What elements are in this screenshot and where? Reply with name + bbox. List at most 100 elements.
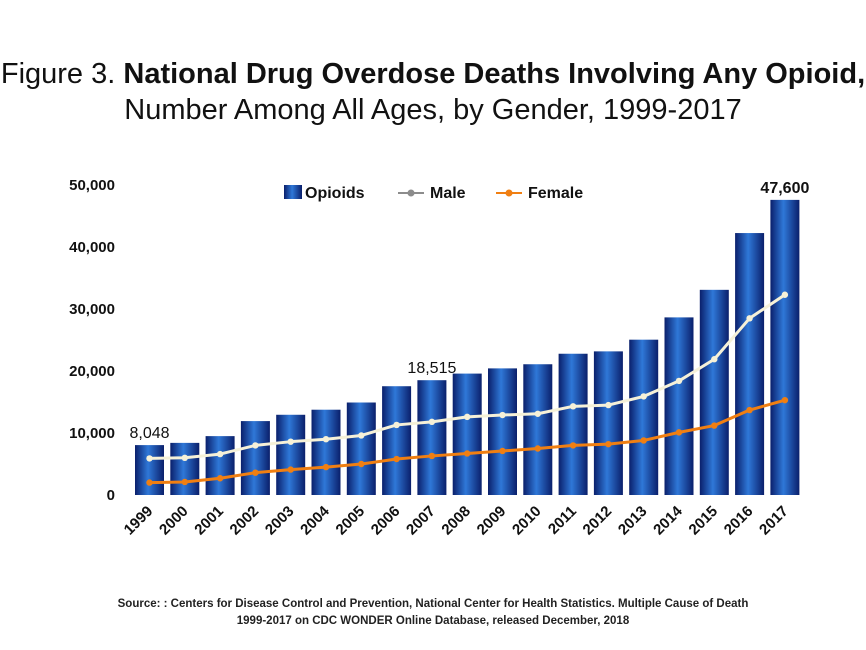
male-point-2006 [393, 421, 400, 429]
bar-2013 [629, 339, 659, 495]
male-point-2004 [322, 436, 330, 443]
female-point-2009 [499, 447, 506, 455]
male-point-2011 [569, 403, 577, 410]
female-point-2001 [216, 475, 224, 482]
bar-2005 [346, 402, 376, 495]
legend: Opioids Male Female [284, 185, 583, 202]
y-tick-label: 50,000 [69, 177, 115, 194]
female-point-2007 [428, 452, 436, 460]
male-point-2003 [287, 438, 294, 445]
male-point-2002 [252, 442, 259, 449]
male-point-1999 [146, 455, 153, 462]
legend-label-opioids: Opioids [305, 185, 365, 202]
title-main: National Drug Overdose Deaths Involving … [123, 58, 866, 90]
y-tick-label: 0 [107, 487, 115, 504]
x-tick-label-2002: 2002 [227, 503, 263, 539]
bar-2003 [276, 414, 306, 495]
male-point-2001 [216, 450, 224, 458]
chart-title: Figure 3. National Drug Overdose Deaths … [0, 56, 866, 128]
male-point-2016 [746, 315, 753, 322]
female-point-2013 [640, 437, 647, 444]
male-point-2014 [675, 377, 683, 385]
x-tick-label-2001: 2001 [191, 503, 227, 539]
x-tick-label-2006: 2006 [368, 503, 404, 539]
female-point-2010 [534, 445, 541, 452]
x-tick-label-2010: 2010 [509, 503, 545, 539]
female-point-2000 [181, 478, 188, 486]
y-tick-label: 30,000 [69, 301, 115, 318]
bar-2017 [770, 199, 800, 495]
male-point-2012 [605, 401, 612, 409]
male-point-2007 [428, 418, 436, 426]
bar-2011 [558, 353, 588, 495]
data-label-2007: 18,515 [407, 360, 456, 377]
female-point-2004 [322, 463, 330, 471]
x-tick-label-2003: 2003 [262, 503, 298, 539]
bar-2001 [205, 436, 235, 495]
x-tick-label-2015: 2015 [686, 503, 722, 539]
male-point-2015 [711, 356, 718, 363]
x-tick-label-2011: 2011 [545, 503, 580, 538]
bar-2004 [311, 409, 341, 495]
legend-marker-female [505, 189, 513, 197]
bar-2000 [170, 442, 200, 495]
legend-label-male: Male [430, 185, 466, 202]
bar-1999 [135, 445, 164, 495]
y-tick-label: 20,000 [69, 363, 115, 380]
x-tick-label-2004: 2004 [297, 502, 333, 538]
x-tick-label-2016: 2016 [721, 503, 757, 539]
male-point-2009 [499, 411, 506, 419]
male-point-2008 [464, 413, 471, 421]
x-tick-label-2017: 2017 [756, 503, 792, 539]
legend-label-female: Female [528, 185, 583, 202]
legend-swatch-opioids [284, 185, 302, 199]
bar-series-opioids [135, 199, 800, 495]
x-tick-label-2005: 2005 [333, 503, 369, 539]
x-tick-label-2009: 2009 [474, 503, 510, 539]
y-tick-label: 40,000 [69, 239, 115, 256]
female-point-1999 [146, 479, 153, 486]
title-line-1: Figure 3. National Drug Overdose Deaths … [0, 56, 866, 92]
source-line-2: 1999-2017 on CDC WONDER Online Database,… [236, 615, 630, 627]
y-tick-label: 10,000 [69, 425, 115, 442]
data-label-1999: 8,048 [129, 425, 169, 442]
female-point-2014 [675, 429, 683, 436]
source-line-1: Source: : Centers for Disease Control an… [117, 598, 749, 610]
chart-subtitle: Number Among All Ages, by Gender, 1999-2… [124, 94, 742, 126]
bar-2002 [240, 421, 270, 495]
female-point-2016 [746, 406, 753, 414]
female-point-2008 [464, 450, 471, 457]
male-point-2010 [534, 410, 541, 417]
x-tick-label-2013: 2013 [615, 503, 651, 539]
y-axis: 0 10,000 20,000 30,000 40,000 50,000 [69, 177, 115, 504]
bar-2010 [523, 364, 553, 495]
female-point-2006 [393, 455, 400, 463]
male-point-2005 [358, 432, 365, 439]
bar-2009 [488, 368, 517, 495]
data-labels: 8,048 18,515 47,600 [129, 180, 809, 442]
bar-2012 [593, 351, 623, 495]
bar-2008 [452, 373, 482, 495]
line-series-male [146, 291, 789, 462]
female-point-2017 [781, 396, 789, 404]
x-tick-label-2007: 2007 [403, 503, 439, 539]
bar-2014 [664, 317, 694, 495]
male-point-2000 [181, 454, 188, 461]
female-point-2015 [711, 422, 718, 429]
female-point-2005 [358, 460, 365, 468]
bar-2006 [382, 386, 412, 495]
data-label-2017: 47,600 [760, 180, 809, 197]
legend-marker-male [407, 189, 415, 197]
female-point-2011 [569, 442, 577, 449]
x-tick-label-2012: 2012 [580, 503, 616, 539]
male-point-2017 [781, 291, 789, 298]
line-series-female [146, 396, 789, 486]
bar-2016 [735, 233, 765, 495]
x-tick-label-2000: 2000 [156, 503, 192, 539]
female-point-2002 [252, 469, 259, 476]
bar-2007 [417, 380, 447, 495]
figure-number: Figure 3. [0, 58, 116, 90]
female-point-2003 [287, 466, 294, 473]
